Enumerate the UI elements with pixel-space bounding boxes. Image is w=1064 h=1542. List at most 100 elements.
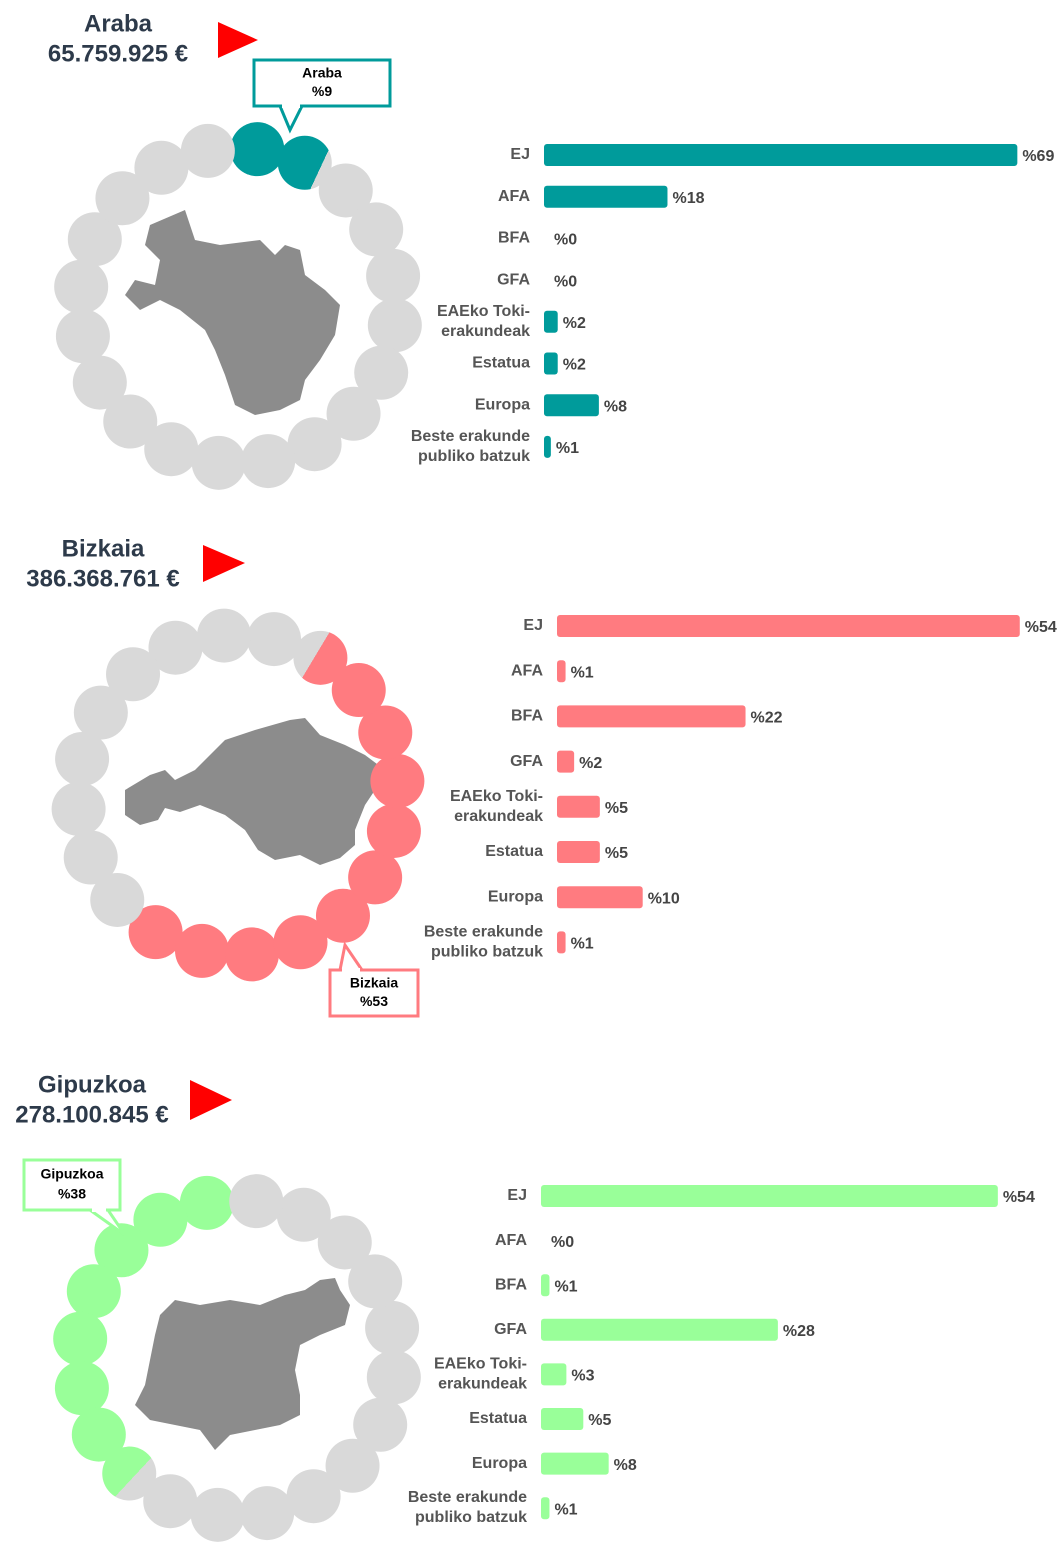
region-title: Gipuzkoa: [38, 1071, 147, 1098]
ring-dot: [128, 905, 183, 960]
ring-dot: [102, 1446, 157, 1501]
ring-dot: [326, 386, 381, 441]
bar: [541, 1274, 550, 1297]
value-label: %1: [571, 664, 594, 681]
bar: [541, 1452, 609, 1475]
ring-dot: [348, 1254, 403, 1309]
ring-dot: [54, 259, 109, 314]
category-label: EAEko Toki-erakundeak: [434, 1356, 527, 1393]
value-label: %8: [614, 1457, 637, 1474]
value-label: %0: [551, 1234, 574, 1251]
category-label: Estatua: [485, 843, 543, 860]
category-label: Europa: [472, 1455, 527, 1472]
category-label: AFA: [495, 1232, 527, 1249]
category-label: BFA: [495, 1276, 527, 1293]
region-amount: 278.100.845 €: [15, 1101, 168, 1128]
bar: [557, 615, 1020, 637]
ring-dot: [179, 1175, 234, 1230]
category-label: EJ: [507, 1187, 527, 1204]
bar: [557, 750, 575, 773]
ring-dot: [325, 1438, 380, 1493]
callout-box: [252, 58, 392, 108]
bar: [544, 394, 599, 417]
ring-dot: [240, 1486, 295, 1541]
callout-box: [328, 968, 420, 1018]
category-label: EJ: [510, 146, 530, 163]
category-label: BFA: [498, 230, 530, 247]
value-label: %5: [605, 800, 628, 817]
callout-name: Bizkaia: [350, 975, 398, 991]
ring-dot: [349, 202, 404, 257]
bar: [544, 144, 1018, 166]
ring-dot: [229, 1174, 284, 1229]
region-title: Araba: [84, 10, 153, 37]
bar: [557, 705, 746, 728]
map-araba: [125, 210, 340, 415]
ring-dot: [293, 630, 348, 685]
ring-dot: [190, 1487, 245, 1542]
map-bizkaia: [125, 718, 385, 865]
category-label: AFA: [498, 188, 530, 205]
ring-dot: [366, 1350, 421, 1405]
value-label: %1: [554, 1501, 577, 1518]
category-label: EAEko Toki-erakundeak: [450, 788, 543, 825]
bar: [544, 310, 558, 333]
ring-dot: [315, 888, 370, 943]
ring-dot: [55, 309, 110, 364]
ring-dot: [134, 140, 189, 195]
value-label: %18: [672, 190, 704, 207]
callout-tip: [277, 104, 305, 134]
category-label: GFA: [494, 1321, 527, 1338]
ring-dot: [175, 923, 230, 978]
category-label: Beste erakunde publiko batzuk: [424, 924, 543, 961]
category-label: Europa: [488, 888, 543, 905]
value-label: %69: [1022, 148, 1054, 165]
ring-dot: [241, 434, 296, 489]
ring-dot: [276, 1187, 331, 1242]
category-label: BFA: [511, 708, 543, 725]
ring-dot: [148, 620, 203, 675]
ring-dot: [318, 163, 373, 218]
category-label: Europa: [475, 396, 530, 413]
ring-dot: [317, 1215, 372, 1270]
category-label: Estatua: [472, 355, 530, 372]
callout-value: %9: [312, 83, 332, 99]
ring-dot: [197, 608, 252, 663]
value-label: %5: [588, 1412, 611, 1429]
callout-value: %38: [58, 1186, 86, 1202]
bar: [541, 1408, 584, 1430]
region-title: Bizkaia: [62, 535, 145, 562]
ring-dot: [358, 705, 413, 760]
value-label: %54: [1025, 619, 1057, 636]
value-label: %54: [1003, 1189, 1035, 1206]
category-label: Beste erakunde publiko batzuk: [411, 428, 530, 465]
value-label: %5: [605, 845, 628, 862]
share-ring: [51, 608, 425, 982]
ring-dot: [63, 830, 118, 885]
bar: [557, 660, 566, 683]
ring-dot: [286, 1469, 341, 1524]
ring-dot: [287, 417, 342, 472]
value-label: %2: [563, 315, 586, 332]
ring-dot: [365, 1300, 420, 1355]
ring-dot: [366, 248, 421, 303]
value-label: %28: [783, 1323, 815, 1340]
category-label: EAEko Toki-erakundeak: [437, 303, 530, 340]
category-label: GFA: [510, 753, 543, 770]
ring-dot: [71, 1407, 126, 1462]
value-label: %1: [571, 936, 594, 953]
value-label: %8: [604, 398, 627, 415]
arrow: [190, 1080, 232, 1120]
callout-name: Gipuzkoa: [40, 1166, 103, 1182]
ring-dot: [180, 123, 235, 178]
category-label: Beste erakunde publiko batzuk: [408, 1489, 527, 1526]
bar: [541, 1318, 778, 1341]
category-label: Estatua: [469, 1410, 527, 1427]
ring-dot: [366, 803, 421, 858]
callout-box: [22, 1158, 122, 1212]
share-ring: [53, 1174, 421, 1542]
bar: [557, 795, 600, 818]
ring-dot: [73, 685, 128, 740]
share-ring: [54, 122, 422, 490]
ring-dot: [246, 612, 301, 667]
